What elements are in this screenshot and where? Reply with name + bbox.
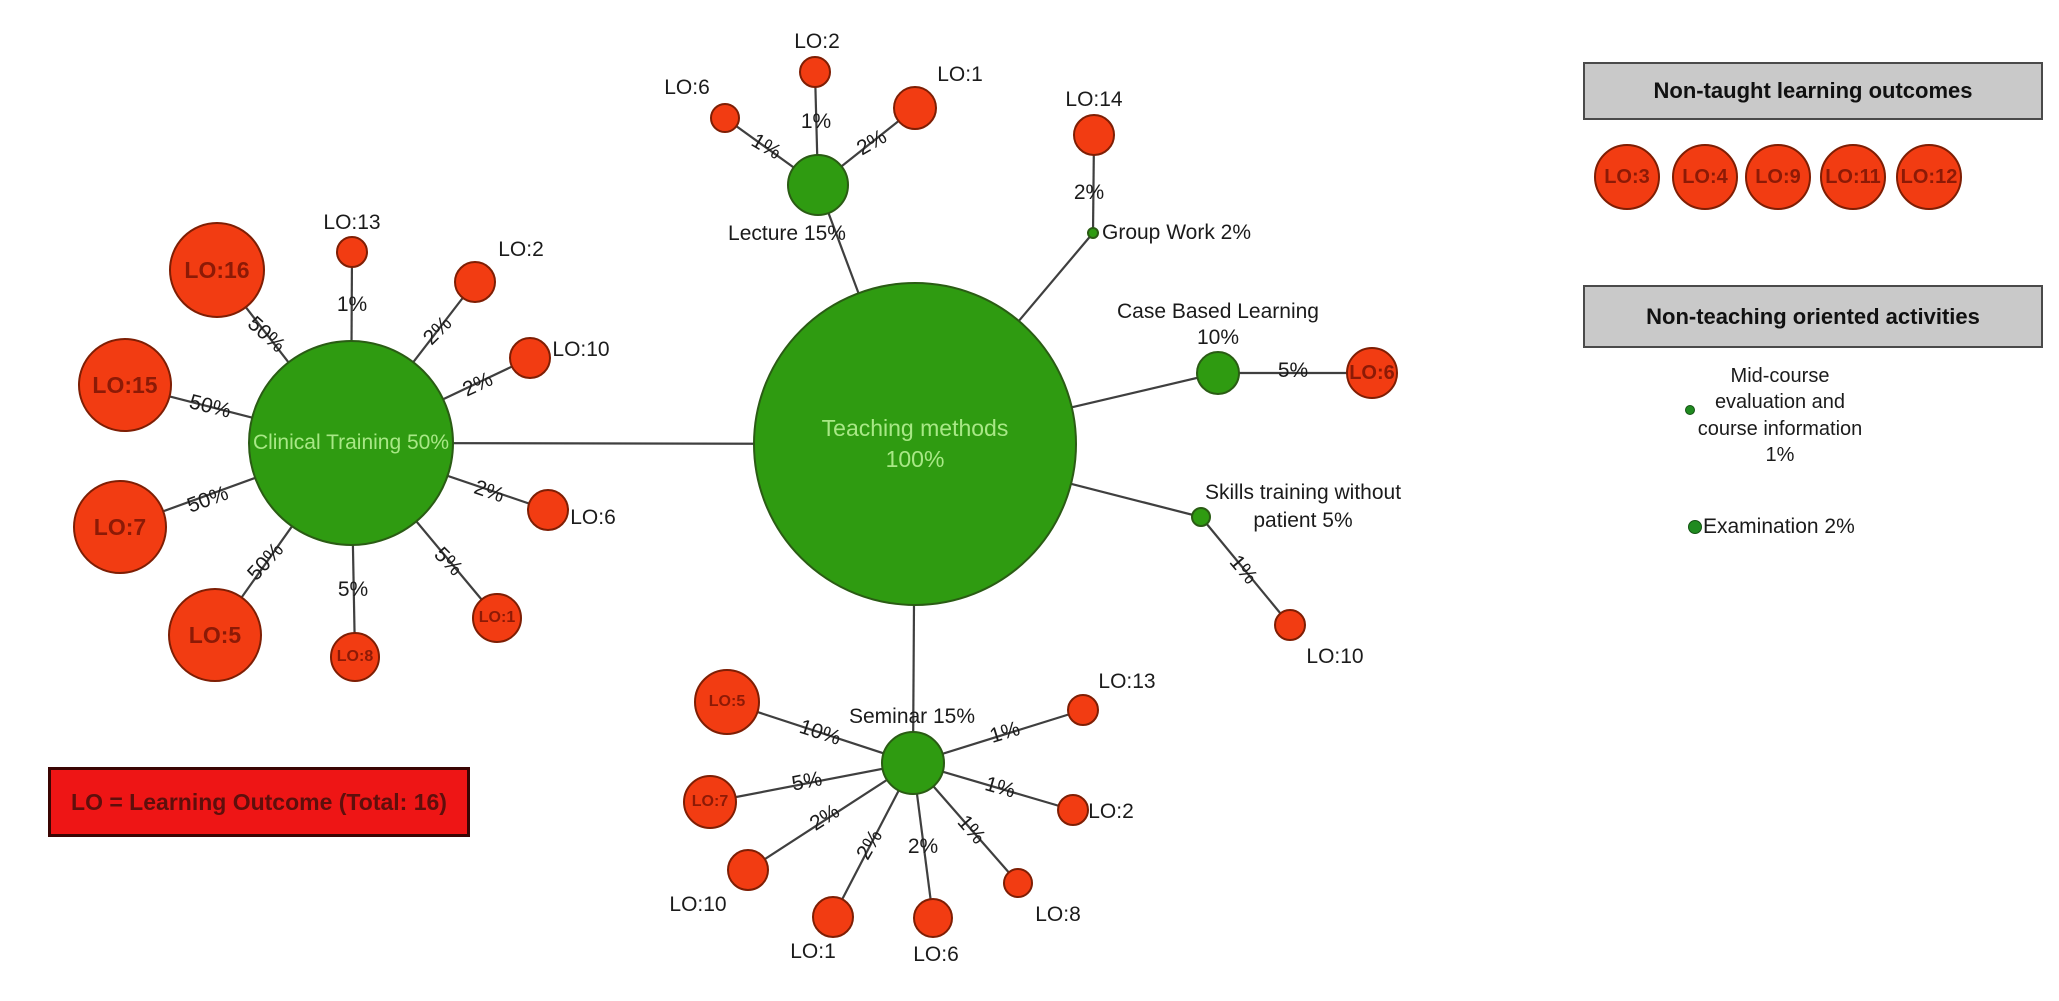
- node-nontaught-lo4: LO:4: [1672, 144, 1738, 210]
- clinical-lo13-label: LO:13: [323, 211, 381, 234]
- group-work-label: Group Work 2%: [1102, 221, 1251, 244]
- node-seminar-lo13: [1067, 694, 1099, 726]
- node-casebased-lo6: LO:6: [1346, 347, 1398, 399]
- casebased-lo6-label: LO:6: [1349, 361, 1395, 384]
- casebased-lo6-pct: 5%: [1277, 359, 1309, 382]
- non-teaching-header: Non-teaching oriented activities: [1583, 285, 2043, 348]
- node-seminar: [881, 731, 945, 795]
- node-teaching-methods: Teaching methods 100%: [753, 282, 1077, 606]
- edge-seminar-lo7: [709, 761, 914, 804]
- node-lecture: [787, 154, 849, 216]
- node-clinical-lo6: [527, 489, 569, 531]
- groupwork-lo14-label: LO:14: [1065, 88, 1123, 111]
- node-skills-lo10: [1274, 609, 1306, 641]
- node-skills-training: [1191, 507, 1211, 527]
- node-clinical-training: Clinical Training 50%: [248, 340, 454, 546]
- groupwork-lo14-pct: 2%: [1073, 181, 1105, 204]
- clinical-lo6-label: LO:6: [570, 506, 616, 529]
- lo-legend-box: LO = Learning Outcome (Total: 16): [48, 767, 470, 837]
- seminar-lo7-label: LO:7: [691, 793, 729, 810]
- node-seminar-lo7: LO:7: [683, 775, 737, 829]
- seminar-lo10-label: LO:10: [669, 893, 727, 916]
- skills-label-line1: Skills training without: [1204, 481, 1402, 504]
- nontaught-lo11-label: LO:11: [1825, 165, 1881, 188]
- clinical-lo2-label: LO:2: [498, 238, 544, 261]
- non-taught-title: Non-taught learning outcomes: [1653, 78, 1973, 103]
- node-nontaught-lo12: LO:12: [1896, 144, 1962, 210]
- node-clinical-lo10: [509, 337, 551, 379]
- node-group-work: [1087, 227, 1099, 239]
- seminar-lo2-label: LO:2: [1088, 800, 1134, 823]
- examination-dot: [1688, 520, 1702, 534]
- node-clinical-lo5: LO:5: [168, 588, 262, 682]
- mid-course-line2: evaluation and: [1714, 391, 1846, 414]
- nontaught-lo12-label: LO:12: [1900, 165, 1958, 188]
- node-nontaught-lo9: LO:9: [1745, 144, 1811, 210]
- mid-course-line3: course information: [1697, 417, 1863, 440]
- node-clinical-lo7: LO:7: [73, 480, 167, 574]
- node-seminar-lo1: [812, 896, 854, 938]
- clinical-lo8-label: LO:8: [336, 648, 374, 665]
- node-seminar-lo6: [913, 898, 953, 938]
- nontaught-lo4-label: LO:4: [1682, 165, 1728, 188]
- teaching-methods-label: Teaching methods 100%: [821, 414, 1009, 472]
- node-clinical-lo13: [336, 236, 368, 268]
- lecture-lo2-label: LO:2: [794, 30, 840, 53]
- case-based-label-line2: 10%: [1196, 326, 1240, 349]
- seminar-label: Seminar 15%: [848, 705, 976, 728]
- node-nontaught-lo3: LO:3: [1594, 144, 1660, 210]
- seminar-lo1-label: LO:1: [790, 940, 836, 963]
- clinical-lo13-pct: 1%: [336, 293, 368, 316]
- seminar-lo5-label: LO:5: [708, 693, 746, 710]
- node-nontaught-lo11: LO:11: [1820, 144, 1886, 210]
- skills-lo10-label: LO:10: [1306, 645, 1364, 668]
- seminar-lo8-label: LO:8: [1035, 903, 1081, 926]
- node-clinical-lo15: LO:15: [78, 338, 172, 432]
- clinical-lo10-label: LO:10: [552, 338, 610, 361]
- lecture-lo1-label: LO:1: [937, 63, 983, 86]
- clinical-lo1-label: LO:1: [478, 609, 516, 626]
- non-teaching-title: Non-teaching oriented activities: [1646, 303, 1980, 329]
- node-seminar-lo8: [1003, 868, 1033, 898]
- clinical-lo5-label: LO:5: [188, 621, 242, 648]
- edge-skills-lo10: [1200, 516, 1291, 626]
- node-clinical-lo1: LO:1: [472, 593, 522, 643]
- mid-course-label: Mid-course evaluation and course informa…: [1698, 363, 1863, 469]
- seminar-lo6-label: LO:6: [913, 943, 959, 966]
- mid-course-line1: Mid-course: [1730, 365, 1830, 387]
- seminar-lo13-label: LO:13: [1098, 670, 1156, 693]
- non-taught-header: Non-taught learning outcomes: [1583, 62, 2043, 120]
- node-lecture-lo1: [893, 86, 937, 130]
- lecture-lo6-label: LO:6: [664, 76, 710, 99]
- node-clinical-lo16: LO:16: [169, 222, 265, 318]
- nontaught-lo3-label: LO:3: [1604, 165, 1650, 188]
- lo-legend-text: LO = Learning Outcome (Total: 16): [71, 788, 447, 815]
- lecture-lo2-pct: 1%: [800, 110, 832, 133]
- mid-course-line4: 1%: [1765, 444, 1795, 467]
- node-clinical-lo8: LO:8: [330, 632, 380, 682]
- node-lecture-lo2: [799, 56, 831, 88]
- skills-label-line2: patient 5%: [1253, 509, 1353, 532]
- node-seminar-lo5: LO:5: [694, 669, 760, 735]
- node-lecture-lo6: [710, 103, 740, 133]
- lecture-label: Lecture 15%: [728, 222, 846, 245]
- clinical-lo8-pct: 5%: [337, 578, 369, 601]
- seminar-lo6-pct: 2%: [907, 835, 939, 858]
- node-seminar-lo10: [727, 849, 769, 891]
- clinical-lo15-label: LO:15: [92, 371, 158, 398]
- node-clinical-lo2: [454, 261, 496, 303]
- case-based-label-line1: Case Based Learning: [1117, 300, 1319, 323]
- examination-label: Examination 2%: [1703, 515, 1855, 538]
- nontaught-lo9-label: LO:9: [1755, 165, 1801, 188]
- clinical-training-label: Clinical Training 50%: [252, 431, 450, 454]
- node-seminar-lo2: [1057, 794, 1089, 826]
- node-case-based-learning: [1196, 351, 1240, 395]
- node-groupwork-lo14: [1073, 114, 1115, 156]
- clinical-lo16-label: LO:16: [184, 256, 250, 283]
- mid-course-dot: [1685, 405, 1695, 415]
- clinical-lo7-label: LO:7: [93, 513, 147, 540]
